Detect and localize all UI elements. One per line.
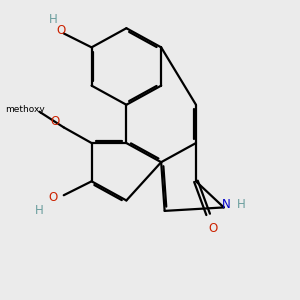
Text: H: H bbox=[35, 204, 44, 217]
Text: methoxy: methoxy bbox=[6, 106, 45, 115]
Text: O: O bbox=[57, 24, 66, 37]
Text: H: H bbox=[49, 14, 58, 26]
Text: O: O bbox=[209, 222, 218, 235]
Text: O: O bbox=[49, 191, 58, 204]
Text: N: N bbox=[222, 198, 231, 211]
Text: H: H bbox=[237, 198, 246, 211]
Text: O: O bbox=[50, 115, 60, 128]
